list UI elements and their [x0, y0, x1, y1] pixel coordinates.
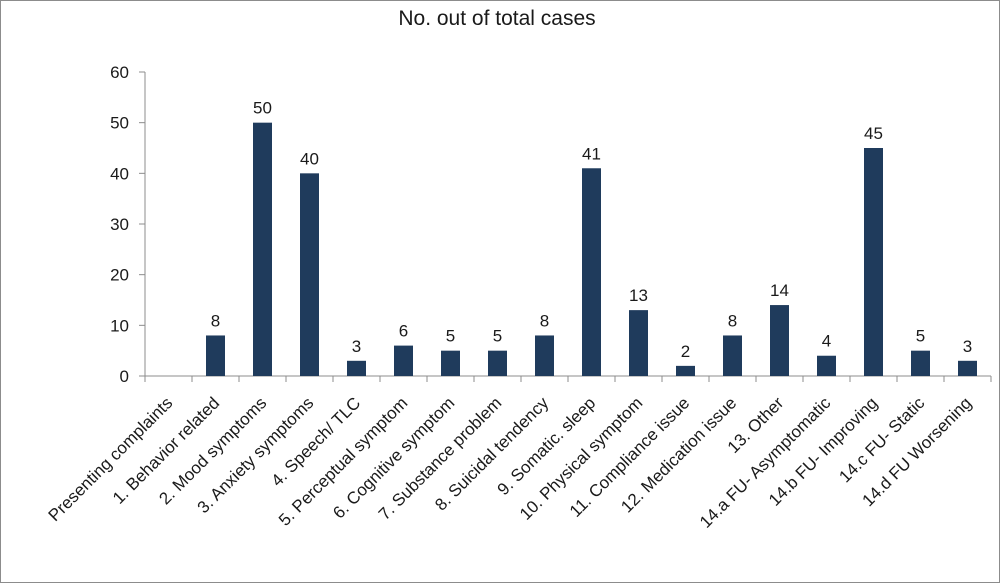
data-label: 3: [963, 337, 972, 356]
x-axis: [144, 375, 992, 382]
data-labels: 8 50 40 3 6 5 5 8 41 13 2 8 14 4 45 5 3: [211, 99, 972, 361]
data-label: 14: [770, 281, 789, 300]
y-tick-label: 20: [110, 266, 129, 285]
data-label: 4: [822, 332, 831, 351]
bar: [535, 335, 554, 376]
data-label: 5: [493, 327, 502, 346]
bar: [253, 122, 272, 377]
bar: [676, 365, 695, 376]
bar: [911, 350, 930, 376]
bar: [488, 350, 507, 376]
y-tick-label: 40: [110, 164, 129, 183]
data-label: 41: [582, 144, 601, 163]
bar: [394, 345, 413, 376]
data-label: 45: [864, 124, 883, 143]
data-label: 3: [352, 337, 361, 356]
y-tick-label: 60: [110, 63, 129, 82]
data-label: 2: [681, 342, 690, 361]
bar: [864, 148, 883, 376]
bar: [300, 173, 319, 376]
data-label: 13: [629, 286, 648, 305]
bar: [206, 335, 225, 376]
data-label: 5: [916, 327, 925, 346]
bar: [441, 350, 460, 376]
bars: [206, 122, 977, 377]
data-label: 8: [728, 311, 737, 330]
y-axis: 0 10 20 30 40 50 60: [110, 63, 146, 386]
bar: [629, 310, 648, 376]
data-label: 40: [300, 149, 319, 168]
bar: [958, 360, 977, 376]
y-tick-label: 30: [110, 215, 129, 234]
data-label: 8: [211, 311, 220, 330]
bar: [347, 360, 366, 376]
data-label: 50: [253, 99, 272, 118]
data-label: 8: [540, 311, 549, 330]
bar: [582, 168, 601, 376]
data-label: 6: [399, 322, 408, 341]
y-tick-label: 50: [110, 114, 129, 133]
bar: [723, 335, 742, 376]
bar: [770, 305, 789, 376]
y-tick-label: 0: [120, 367, 129, 386]
chart-title: No. out of total cases: [398, 7, 595, 30]
data-label: 5: [446, 327, 455, 346]
y-tick-label: 10: [110, 316, 129, 335]
bar: [817, 355, 836, 376]
